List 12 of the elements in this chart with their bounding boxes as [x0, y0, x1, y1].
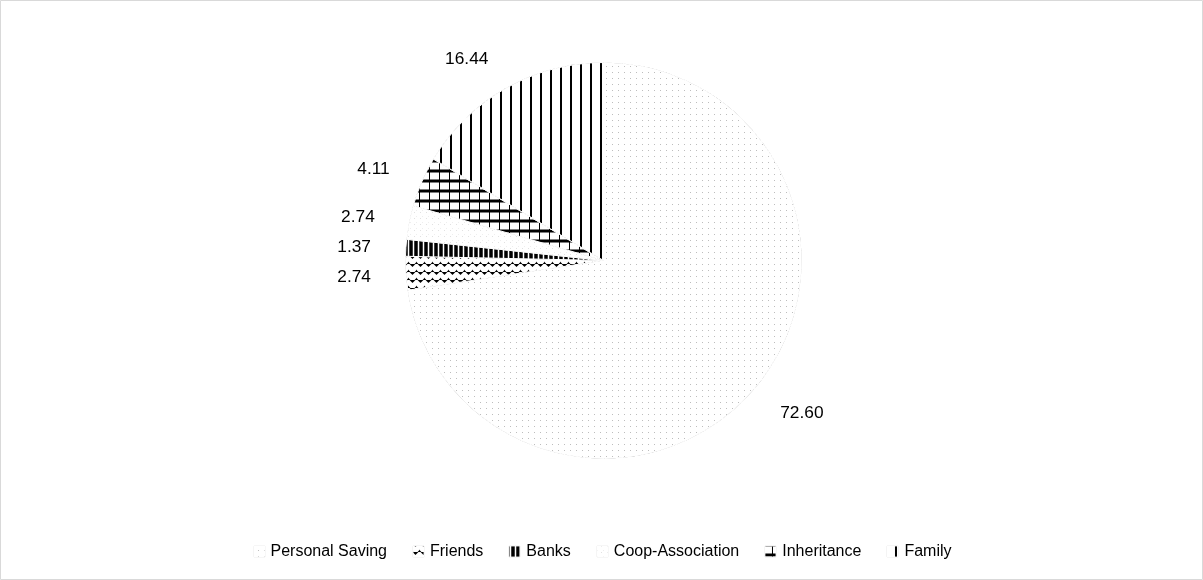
data-label: 2.74: [341, 205, 376, 226]
legend-label: Personal Saving: [270, 542, 387, 560]
data-label: 72.60: [780, 402, 824, 423]
data-label: 16.44: [445, 47, 489, 68]
data-label: 4.11: [357, 157, 390, 178]
legend-label: Coop-Association: [613, 542, 740, 560]
data-label: 1.37: [337, 235, 371, 256]
legend-label: Banks: [526, 542, 571, 560]
data-label: 2.74: [337, 265, 372, 286]
legend-label: Friends: [430, 542, 484, 560]
legend-label: Inheritance: [782, 542, 862, 560]
legend-label: Family: [904, 542, 952, 560]
